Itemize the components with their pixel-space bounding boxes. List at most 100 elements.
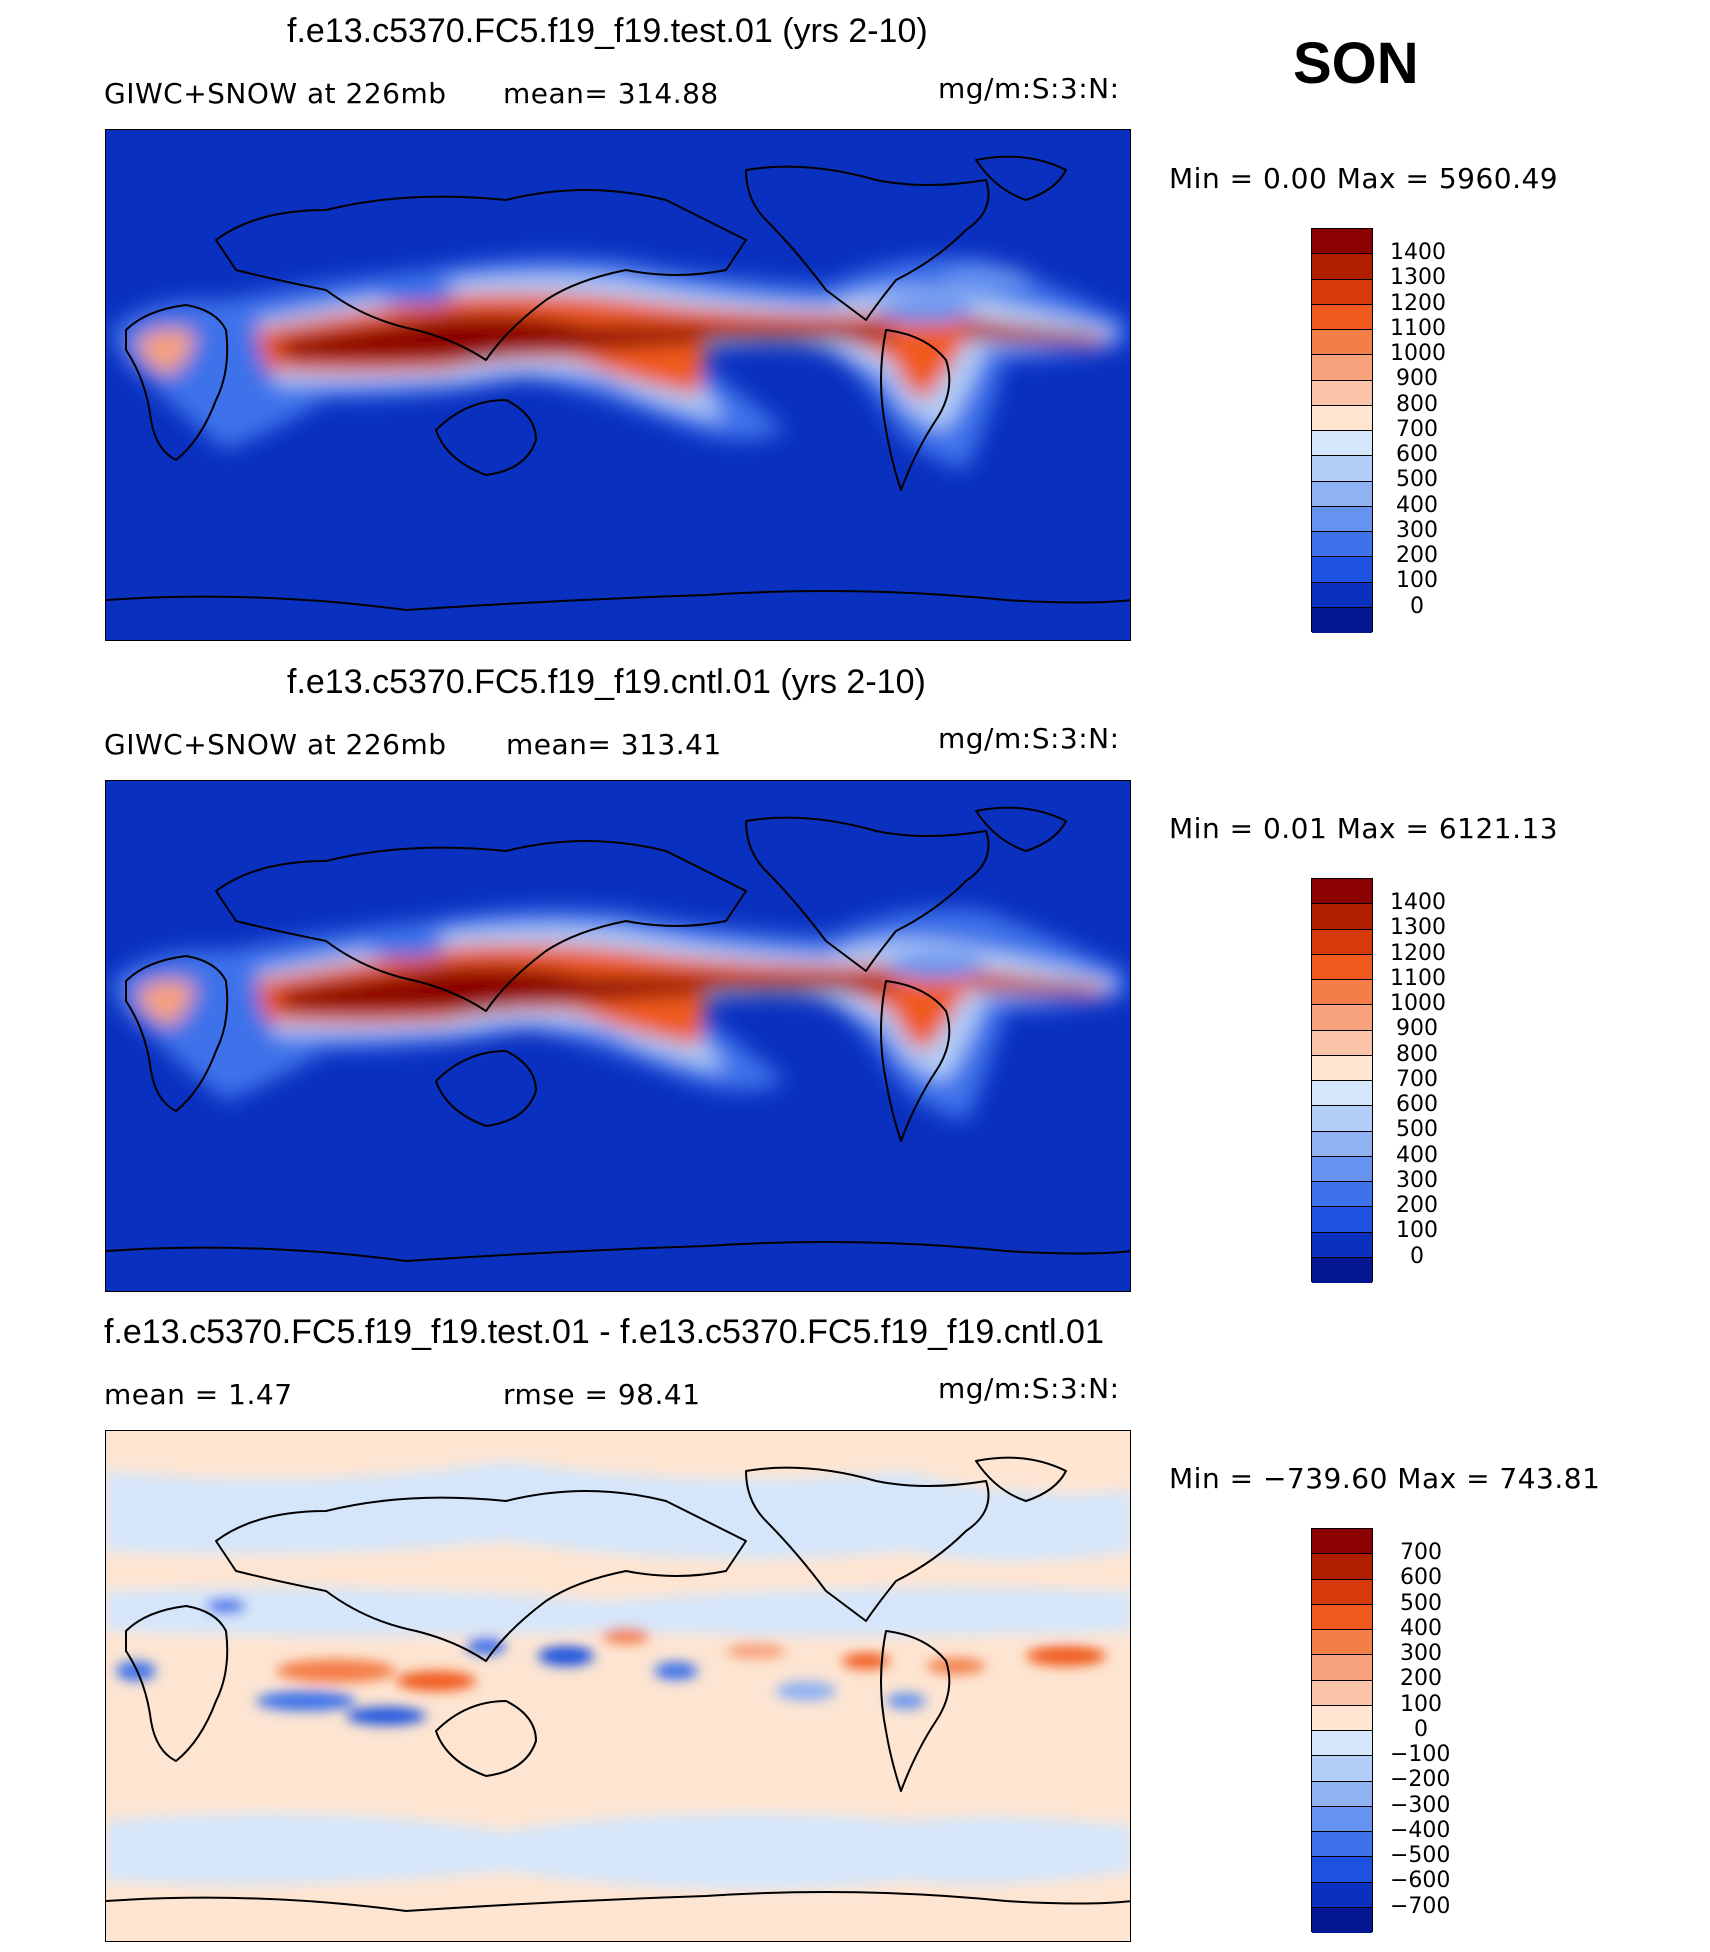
colorbar-tick-label: −500 — [1390, 1843, 1451, 1868]
colorbar-tick-label: 0 — [1410, 1244, 1424, 1269]
colorbar-tick-label: 1400 — [1390, 890, 1446, 915]
colorbar-tick-label: 200 — [1396, 543, 1438, 568]
colorbar-swatch — [1312, 279, 1372, 305]
panel-test-colorbar — [1311, 228, 1373, 633]
colorbar-tick-label: 300 — [1400, 1641, 1442, 1666]
colorbar-swatch — [1312, 304, 1372, 330]
colorbar-swatch — [1312, 1731, 1372, 1757]
colorbar-tick-label: 800 — [1396, 1042, 1438, 1067]
panel-cntl-variable-label: GIWC+SNOW at 226mb — [104, 728, 447, 761]
panel-diff-mean-label: mean = 1.47 — [104, 1378, 293, 1411]
panel-test-title: f.e13.c5370.FC5.f19_f19.test.01 (yrs 2-1… — [287, 12, 928, 50]
colorbar-tick-label: 100 — [1400, 1692, 1442, 1717]
colorbar-swatch — [1312, 380, 1372, 406]
colorbar-swatch — [1312, 1756, 1372, 1782]
colorbar-tick-label: 1000 — [1390, 341, 1446, 366]
panel-test-units-label: mg/m:S:3:N: — [938, 72, 1120, 105]
colorbar-swatch — [1312, 1257, 1372, 1283]
panel-diff-colorbar — [1311, 1528, 1373, 1933]
panel-cntl-mean-label: mean= 313.41 — [506, 728, 722, 761]
colorbar-tick-label: 1300 — [1390, 915, 1446, 940]
colorbar-tick-label: 200 — [1396, 1193, 1438, 1218]
colorbar-tick-label: 1400 — [1390, 240, 1446, 265]
colorbar-swatch — [1312, 229, 1372, 255]
panel-cntl-map — [105, 780, 1131, 1292]
colorbar-swatch — [1312, 1907, 1372, 1933]
colorbar-swatch — [1312, 1806, 1372, 1832]
colorbar-tick-label: 800 — [1396, 392, 1438, 417]
colorbar-swatch — [1312, 254, 1372, 280]
panel-diff-minmax-label: Min = −739.60 Max = 743.81 — [1169, 1462, 1601, 1495]
colorbar-swatch — [1312, 1055, 1372, 1081]
colorbar-tick-label: 700 — [1396, 417, 1438, 442]
colorbar-tick-label: 100 — [1396, 1218, 1438, 1243]
colorbar-swatch — [1312, 1630, 1372, 1656]
panel-test-minmax-label: Min = 0.00 Max = 5960.49 — [1169, 162, 1559, 195]
colorbar-tick-label: −400 — [1390, 1818, 1451, 1843]
colorbar-swatch — [1312, 431, 1372, 457]
colorbar-tick-label: 300 — [1396, 518, 1438, 543]
panel-diff-map — [105, 1430, 1131, 1942]
colorbar-tick-label: 400 — [1400, 1616, 1442, 1641]
colorbar-swatch — [1312, 1131, 1372, 1157]
panel-diff-title: f.e13.c5370.FC5.f19_f19.test.01 - f.e13.… — [104, 1313, 1104, 1351]
colorbar-swatch — [1312, 405, 1372, 431]
panel-test-mean-label: mean= 314.88 — [503, 77, 719, 110]
colorbar-swatch — [1312, 1832, 1372, 1858]
colorbar-tick-label: 600 — [1400, 1565, 1442, 1590]
colorbar-tick-label: −600 — [1390, 1868, 1451, 1893]
colorbar-tick-label: 100 — [1396, 568, 1438, 593]
panel-cntl-colorbar — [1311, 878, 1373, 1283]
colorbar-tick-label: 400 — [1396, 1143, 1438, 1168]
colorbar-swatch — [1312, 1857, 1372, 1883]
colorbar-swatch — [1312, 1207, 1372, 1233]
colorbar-swatch — [1312, 355, 1372, 381]
colorbar-swatch — [1312, 1081, 1372, 1107]
panel-test-map — [105, 129, 1131, 641]
panel-diff-units-label: mg/m:S:3:N: — [938, 1372, 1120, 1405]
colorbar-tick-label: 500 — [1396, 1117, 1438, 1142]
colorbar-tick-label: 300 — [1396, 1168, 1438, 1193]
colorbar-swatch — [1312, 1579, 1372, 1605]
colorbar-tick-label: −300 — [1390, 1793, 1451, 1818]
panel-cntl-units-label: mg/m:S:3:N: — [938, 722, 1120, 755]
colorbar-tick-label: 1100 — [1390, 316, 1446, 341]
colorbar-tick-label: −200 — [1390, 1767, 1451, 1792]
colorbar-swatch — [1312, 1604, 1372, 1630]
colorbar-tick-label: 500 — [1400, 1591, 1442, 1616]
colorbar-tick-label: 0 — [1410, 594, 1424, 619]
colorbar-swatch — [1312, 1106, 1372, 1132]
colorbar-tick-label: 600 — [1396, 1092, 1438, 1117]
colorbar-swatch — [1312, 330, 1372, 356]
colorbar-tick-label: 1200 — [1390, 941, 1446, 966]
colorbar-tick-label: 0 — [1414, 1717, 1428, 1742]
colorbar-swatch — [1312, 1705, 1372, 1731]
colorbar-tick-label: 500 — [1396, 467, 1438, 492]
colorbar-swatch — [1312, 980, 1372, 1006]
colorbar-tick-label: 1300 — [1390, 265, 1446, 290]
colorbar-swatch — [1312, 1030, 1372, 1056]
colorbar-tick-label: −700 — [1390, 1894, 1451, 1919]
colorbar-tick-label: 1100 — [1390, 966, 1446, 991]
colorbar-tick-label: −100 — [1390, 1742, 1451, 1767]
colorbar-swatch — [1312, 1655, 1372, 1681]
colorbar-tick-label: 700 — [1400, 1540, 1442, 1565]
colorbar-tick-label: 600 — [1396, 442, 1438, 467]
colorbar-swatch — [1312, 1156, 1372, 1182]
colorbar-swatch — [1312, 481, 1372, 507]
colorbar-swatch — [1312, 532, 1372, 558]
colorbar-swatch — [1312, 929, 1372, 955]
colorbar-swatch — [1312, 1882, 1372, 1908]
panel-diff-rmse-label: rmse = 98.41 — [503, 1378, 701, 1411]
colorbar-swatch — [1312, 1005, 1372, 1031]
colorbar-swatch — [1312, 607, 1372, 633]
colorbar-tick-label: 900 — [1396, 1016, 1438, 1041]
colorbar-swatch — [1312, 1554, 1372, 1580]
colorbar-tick-label: 700 — [1396, 1067, 1438, 1092]
colorbar-swatch — [1312, 1182, 1372, 1208]
colorbar-swatch — [1312, 1232, 1372, 1258]
colorbar-swatch — [1312, 582, 1372, 608]
colorbar-swatch — [1312, 557, 1372, 583]
panel-test-variable-label: GIWC+SNOW at 226mb — [104, 77, 447, 110]
colorbar-tick-label: 1200 — [1390, 291, 1446, 316]
